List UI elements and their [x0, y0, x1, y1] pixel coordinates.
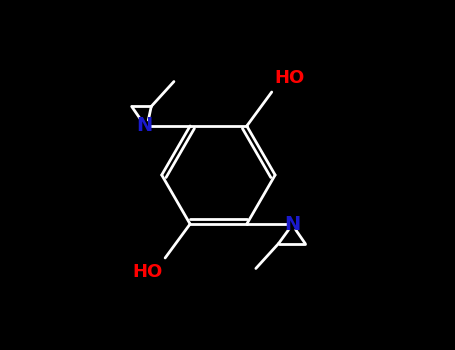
Text: N: N [136, 117, 153, 135]
Text: N: N [284, 215, 300, 233]
Text: HO: HO [132, 264, 163, 281]
Text: HO: HO [274, 69, 304, 86]
